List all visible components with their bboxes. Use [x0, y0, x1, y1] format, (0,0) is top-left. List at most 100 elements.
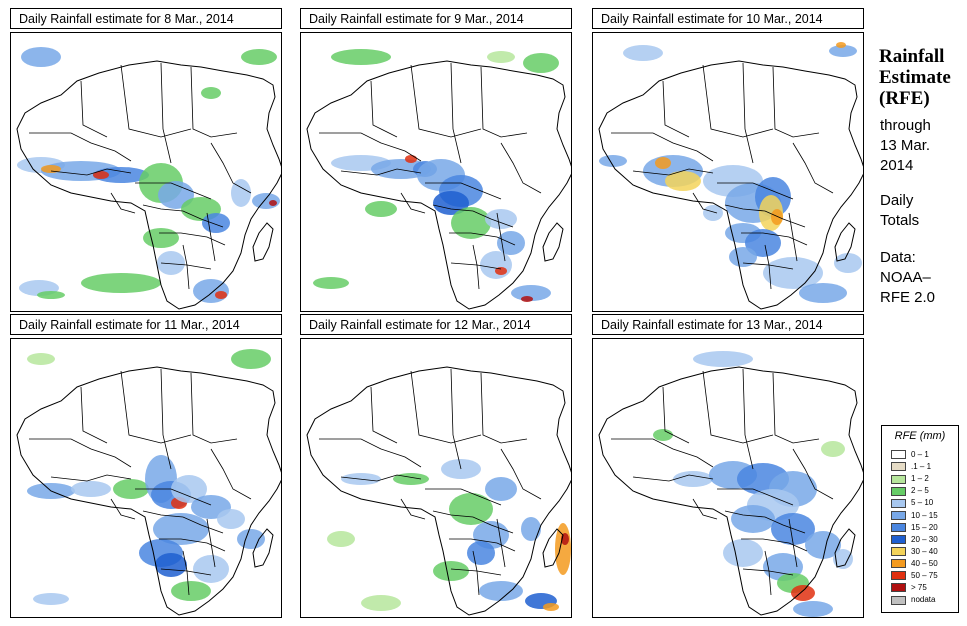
rain-area [829, 45, 857, 57]
country-border [410, 64, 482, 138]
rainfall-map [10, 32, 282, 312]
rain-area [521, 296, 533, 302]
country-border [110, 192, 136, 214]
country-border [370, 386, 398, 444]
country-border [135, 182, 212, 200]
legend-label: 1 – 2 [911, 474, 929, 484]
madagascar-outline [252, 528, 274, 568]
country-border [450, 368, 462, 470]
rain-layer [313, 49, 559, 302]
country-border [29, 438, 132, 468]
country-border [400, 192, 426, 214]
legend-swatch [891, 450, 906, 460]
legend-title: RFE (mm) [894, 430, 946, 442]
country-border [50, 474, 132, 482]
country-border [692, 192, 718, 214]
rain-area [543, 603, 559, 611]
country-border [702, 64, 774, 138]
rain-area [153, 513, 209, 545]
country-border [120, 370, 192, 444]
country-border [788, 212, 798, 262]
rain-area [793, 601, 833, 617]
country-border [496, 212, 506, 262]
legend-swatch [891, 595, 906, 605]
legend-item: 10 – 15 [891, 511, 938, 522]
data-source-line: Data: [880, 249, 916, 266]
country-border [182, 550, 190, 596]
through-date: 13 Mar. 2014 [880, 136, 930, 176]
coastline [306, 366, 571, 616]
rain-area [451, 207, 491, 239]
coastline [306, 60, 571, 310]
country-border [50, 168, 132, 176]
legend-item: 0 – 1 [891, 450, 929, 461]
legend-label: 20 – 30 [911, 534, 938, 544]
legend-item: 2 – 5 [891, 486, 929, 497]
legend-swatch [891, 583, 906, 593]
legend-swatch [891, 522, 906, 532]
country-border [788, 518, 798, 568]
rain-area [202, 213, 230, 233]
country-border [210, 448, 252, 500]
country-border [190, 372, 238, 444]
country-border [717, 488, 794, 506]
panel-title: Daily Rainfall estimate for 10 Mar., 201… [592, 8, 864, 29]
country-border [632, 168, 714, 176]
legend-swatch [891, 535, 906, 545]
rain-area [113, 479, 149, 499]
country-border [135, 488, 212, 506]
panel-title: Daily Rainfall estimate for 12 Mar., 201… [300, 314, 572, 335]
legend-swatch [891, 559, 906, 569]
country-border [717, 182, 794, 200]
rain-area [834, 253, 862, 273]
rain-area [331, 49, 391, 65]
legend-swatch [891, 510, 906, 520]
country-border [190, 66, 238, 138]
rain-area [693, 351, 753, 367]
legend-label: > 75 [911, 583, 927, 593]
country-border [319, 132, 422, 162]
rain-area [673, 471, 713, 487]
country-border [182, 244, 190, 290]
rain-area [655, 157, 671, 169]
rain-area [37, 291, 65, 299]
rain-area [155, 553, 187, 577]
rain-area [33, 593, 69, 605]
legend-label: nodata [911, 595, 936, 605]
data-source-line: NOAA– [880, 269, 931, 286]
rain-area [745, 229, 781, 257]
rainfall-map [300, 338, 572, 618]
coastline [598, 60, 863, 310]
rain-area [731, 505, 775, 533]
rain-area [479, 581, 523, 601]
rain-area [799, 283, 847, 303]
legend-item: 30 – 40 [891, 547, 938, 558]
legend-label: .1 – 1 [911, 462, 932, 472]
rain-area [171, 475, 207, 503]
country-border [80, 80, 108, 138]
legend-item: 1 – 2 [891, 474, 929, 485]
country-border [80, 386, 108, 444]
rain-area [599, 155, 627, 167]
country-border [764, 550, 772, 596]
country-border [662, 386, 690, 444]
country-border [210, 142, 252, 194]
rain-area [27, 353, 55, 365]
country-border [159, 232, 226, 246]
country-border [500, 142, 542, 194]
rain-area [433, 561, 469, 581]
country-border [449, 232, 516, 246]
legend-label: 40 – 50 [911, 558, 938, 568]
country-border [742, 62, 754, 164]
rain-area [393, 473, 429, 485]
rain-area [365, 201, 397, 217]
country-border [160, 62, 172, 164]
country-border [340, 474, 422, 482]
country-border [110, 498, 136, 520]
through-date-line: 2014 [880, 157, 914, 174]
country-border [792, 448, 834, 500]
rain-area [723, 539, 763, 567]
rain-area [231, 349, 271, 369]
rain-area [467, 541, 495, 565]
rain-area [521, 517, 541, 541]
